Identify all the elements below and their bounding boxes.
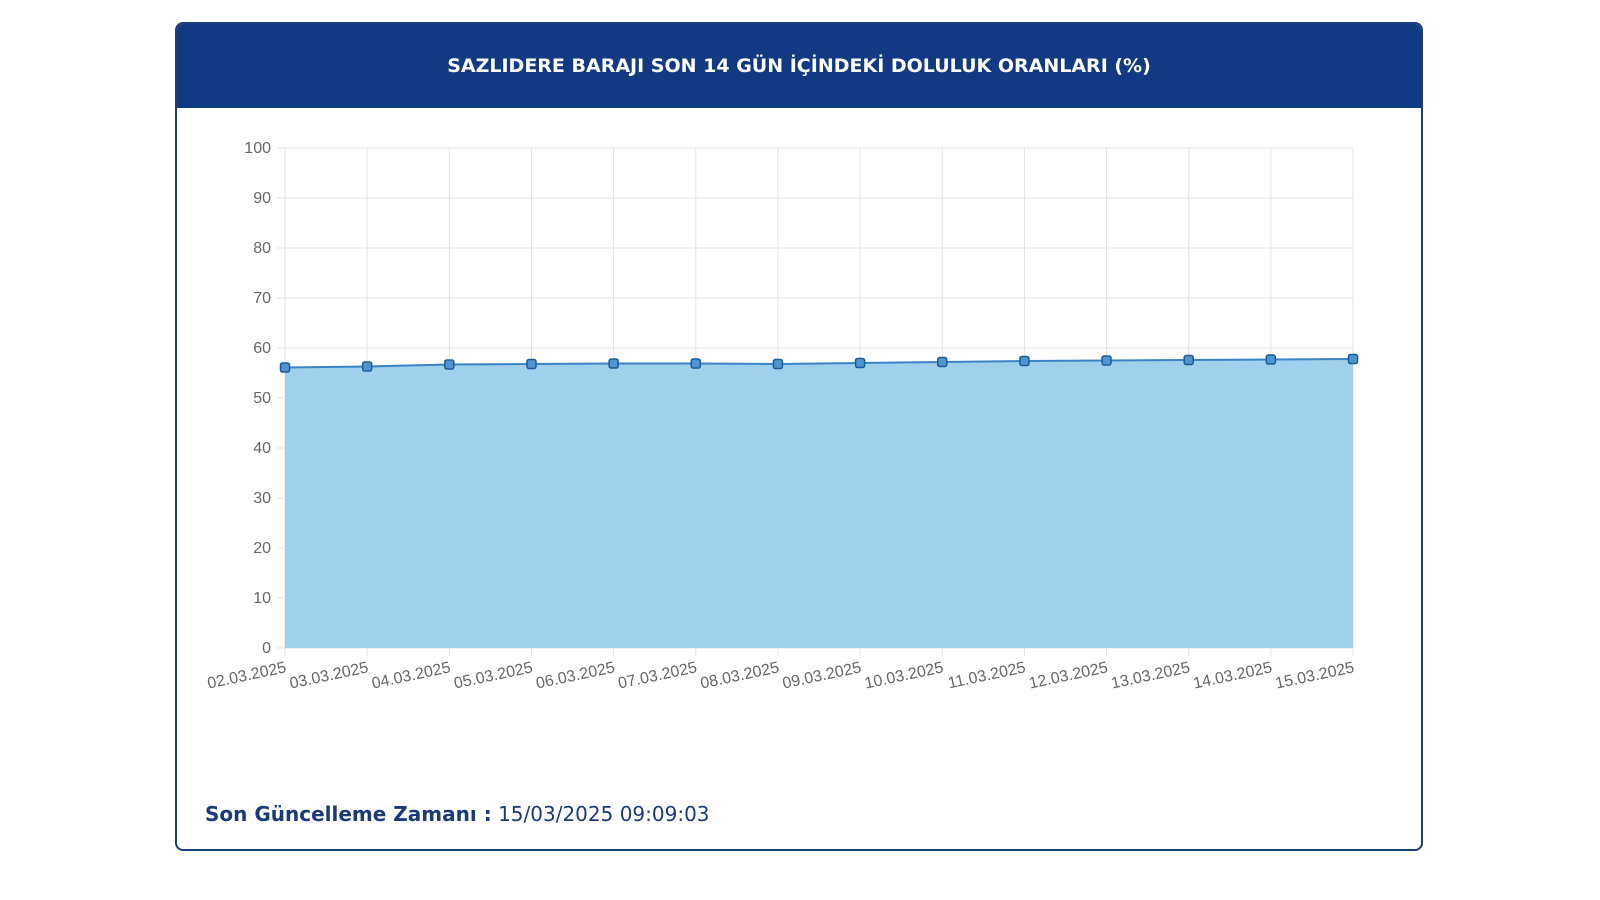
y-tick-label: 50 (253, 390, 271, 407)
series-line (284, 358, 1354, 369)
data-point (1183, 354, 1194, 366)
x-tick-label: 12.03.2025 (1028, 659, 1110, 692)
y-tick-label: 60 (253, 340, 271, 357)
last-update: Son Güncelleme Zamanı : 15/03/2025 09:09… (205, 802, 710, 826)
dam-occupancy-card: SAZLIDERE BARAJI SON 14 GÜN İÇİNDEKİ DOL… (175, 22, 1423, 851)
y-tick-label: 0 (262, 640, 271, 657)
chart-title: SAZLIDERE BARAJI SON 14 GÜN İÇİNDEKİ DOL… (447, 55, 1151, 77)
x-tick-label: 07.03.2025 (617, 659, 699, 692)
data-point (1019, 355, 1030, 367)
x-axis-ticks: 02.03.2025 03.03.2025 04.03.2025 05.03.2025… (206, 659, 1356, 692)
y-tick-label: 100 (244, 140, 271, 157)
x-tick-label: 11.03.2025 (947, 659, 1028, 692)
y-axis-ticks: 0 10 20 30 40 50 60 70 80 90 100 (244, 140, 271, 657)
x-tick-label: 14.03.2025 (1192, 659, 1274, 692)
last-update-label: Son Güncelleme Zamanı : (205, 802, 492, 826)
x-tick-label: 09.03.2025 (781, 659, 863, 692)
x-tick-label: 15.03.2025 (1274, 659, 1356, 692)
data-point (444, 359, 455, 370)
data-point (526, 358, 537, 370)
data-point (279, 362, 291, 373)
x-tick-label: 13.03.2025 (1110, 659, 1192, 692)
y-tick-label: 70 (253, 290, 271, 307)
occupancy-chart: 0 10 20 30 40 50 60 70 80 90 100 02.03.2025 03.03.2… (206, 140, 1359, 693)
x-tick-label: 03.03.2025 (288, 659, 370, 692)
data-point (361, 361, 373, 372)
data-point (854, 357, 866, 369)
x-tick-label: 04.03.2025 (370, 659, 452, 692)
points-layer (279, 353, 1359, 373)
y-tick-label: 90 (253, 190, 271, 207)
data-point (772, 358, 784, 370)
y-tick-label: 40 (253, 440, 271, 457)
area-fill (285, 359, 1353, 648)
data-point (1101, 355, 1112, 366)
x-tick-label: 02.03.2025 (206, 659, 288, 692)
last-update-value: 15/03/2025 09:09:03 (498, 802, 710, 826)
x-tick-label: 05.03.2025 (452, 659, 534, 692)
x-tick-label: 06.03.2025 (535, 659, 617, 692)
y-tick-label: 20 (253, 540, 271, 557)
x-tick-label: 10.03.2025 (863, 659, 945, 692)
data-point (608, 358, 619, 369)
y-tick-label: 80 (253, 240, 271, 257)
data-point (1265, 354, 1277, 365)
y-tick-label: 10 (253, 590, 271, 607)
card-header: SAZLIDERE BARAJI SON 14 GÜN İÇİNDEKİ DOL… (177, 24, 1421, 108)
data-point (1347, 353, 1359, 365)
y-tick-label: 30 (253, 490, 271, 507)
data-point (936, 356, 948, 368)
x-tick-label: 08.03.2025 (699, 659, 781, 692)
area-layer (284, 358, 1354, 648)
data-point (690, 358, 702, 369)
